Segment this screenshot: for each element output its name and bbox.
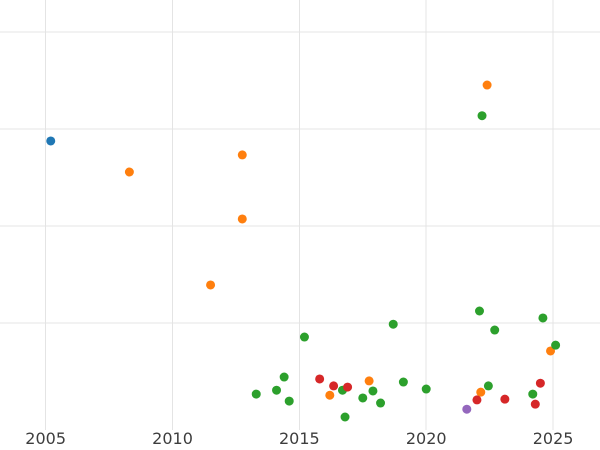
data-point-series-green <box>398 377 408 387</box>
data-point-series-orange <box>364 376 374 386</box>
data-point-series-blue <box>46 136 56 146</box>
x-tick-label: 2015 <box>279 429 320 448</box>
data-point-series-orange <box>482 80 492 90</box>
data-point-series-purple <box>462 404 472 414</box>
data-point-series-red <box>530 399 540 409</box>
data-point-series-green <box>284 396 294 406</box>
data-point-series-orange <box>546 346 556 356</box>
x-tick-label: 2025 <box>533 429 574 448</box>
data-point-series-orange <box>476 387 486 397</box>
data-point-series-orange <box>325 390 335 400</box>
data-point-series-green <box>299 332 309 342</box>
data-point-series-green <box>551 340 561 350</box>
data-point-series-orange <box>237 214 247 224</box>
x-tick-label: 2010 <box>152 429 193 448</box>
data-point-series-green <box>538 313 548 323</box>
data-point-series-green <box>272 385 282 395</box>
data-point-series-red <box>343 382 353 392</box>
data-point-series-red <box>329 381 339 391</box>
data-point-series-orange <box>237 150 247 160</box>
data-point-series-green <box>477 111 487 121</box>
data-point-series-green <box>528 389 538 399</box>
data-point-series-green <box>483 381 493 391</box>
data-point-series-green <box>340 412 350 422</box>
x-tick-label: 2020 <box>406 429 447 448</box>
data-point-series-green <box>251 389 261 399</box>
data-point-series-green <box>358 393 368 403</box>
data-point-series-green <box>368 386 378 396</box>
data-point-series-green <box>474 306 484 316</box>
data-point-series-red <box>535 378 545 388</box>
data-point-series-green <box>279 372 289 382</box>
data-point-series-red <box>472 395 482 405</box>
data-point-series-red <box>500 394 510 404</box>
data-point-series-green <box>376 398 386 408</box>
data-point-series-orange <box>206 280 216 290</box>
data-point-series-green <box>421 384 431 394</box>
x-tick-label: 2005 <box>25 429 66 448</box>
data-point-series-green <box>490 325 500 335</box>
data-point-series-orange <box>124 167 134 177</box>
data-point-series-red <box>315 374 325 384</box>
data-point-series-green <box>388 319 398 329</box>
